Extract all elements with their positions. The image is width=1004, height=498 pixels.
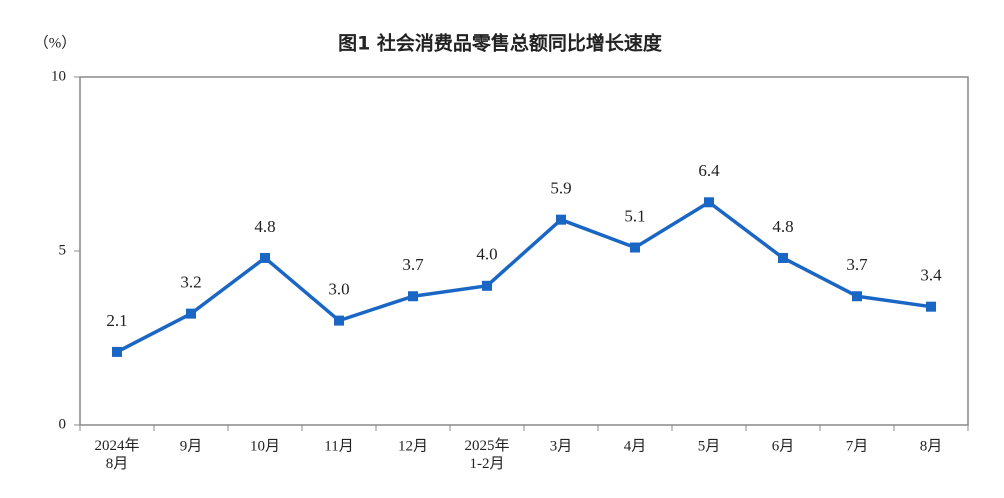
marker xyxy=(112,346,122,357)
data-label: 3.4 xyxy=(920,266,942,285)
x-tick-label: 12月 xyxy=(398,438,428,454)
marker xyxy=(926,301,936,312)
data-label: 3.7 xyxy=(846,255,868,274)
data-label: 4.8 xyxy=(254,217,275,236)
y-tick-label: 5 xyxy=(59,242,67,258)
marker xyxy=(334,315,344,326)
x-tick-label: 6月 xyxy=(772,438,795,454)
x-tick-label: 2024年 8月 xyxy=(94,437,139,472)
data-label: 5.9 xyxy=(550,179,571,198)
data-line xyxy=(116,200,932,354)
data-label: 4.8 xyxy=(772,217,793,236)
y-unit: （%） xyxy=(34,34,77,51)
data-label: 3.2 xyxy=(180,273,201,292)
marker xyxy=(630,242,640,253)
x-tick-label: 9月 xyxy=(180,438,203,454)
marker xyxy=(186,308,196,319)
y-tick-label: 10 xyxy=(51,68,66,84)
x-tick-label: 5月 xyxy=(698,438,721,454)
data-label: 6.4 xyxy=(698,161,720,180)
marker xyxy=(704,197,714,208)
x-tick-label: 4月 xyxy=(624,438,647,454)
marker xyxy=(260,252,270,263)
x-tick-label: 3月 xyxy=(550,438,573,454)
marker xyxy=(408,291,418,302)
data-label: 4.0 xyxy=(476,245,497,264)
marker xyxy=(556,214,566,225)
y-tick-label: 0 xyxy=(59,416,67,432)
x-tick-label: 7月 xyxy=(846,438,869,454)
marker xyxy=(482,280,492,291)
data-label: 3.7 xyxy=(402,255,424,274)
x-tick-label: 11月 xyxy=(324,438,353,454)
data-label: 3.0 xyxy=(328,280,349,299)
marker xyxy=(778,252,788,263)
data-label: 2.1 xyxy=(106,311,127,330)
x-tick-label: 10月 xyxy=(250,438,280,454)
chart-title: 图1 社会消费品零售总额同比增长速度 xyxy=(338,32,663,55)
x-tick-label: 2025年 1-2月 xyxy=(464,437,509,472)
marker xyxy=(852,291,862,302)
x-tick-label: 8月 xyxy=(920,438,943,454)
data-label: 5.1 xyxy=(624,206,645,225)
